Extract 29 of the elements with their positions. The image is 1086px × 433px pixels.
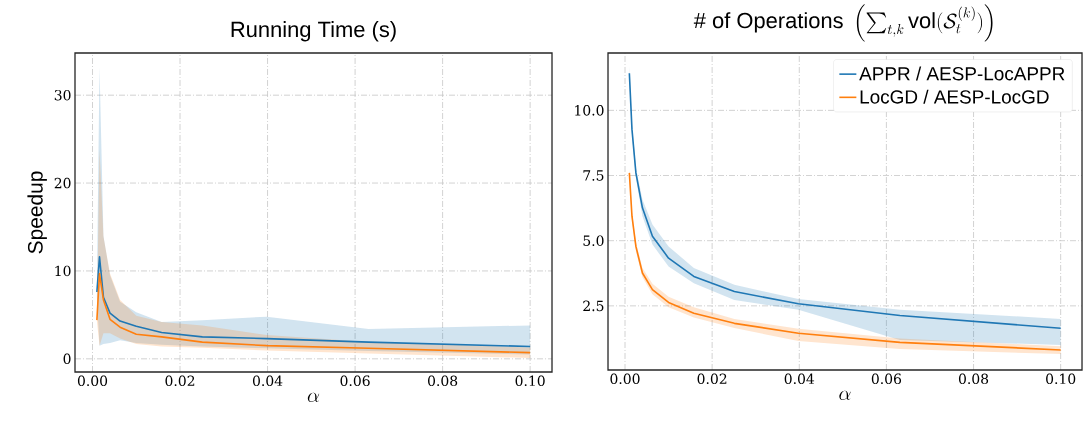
x-tick-label: 0.10 — [1046, 373, 1076, 385]
x-axis-title: $\alpha$ — [307, 392, 320, 403]
x-tick-label: 0.04 — [784, 373, 815, 385]
x-tick-label: 0.08 — [958, 373, 989, 385]
y-axis-title: Speedup — [27, 171, 47, 254]
y-tick-label: 0 — [63, 353, 71, 365]
y-tick-label: 10.0 — [575, 105, 604, 116]
x-tick-label: 0.00 — [610, 373, 640, 385]
legend-label: LocGD / AESP-LocGD — [860, 89, 1049, 104]
chart-title: Running Time (s) — [231, 21, 396, 42]
x-axis-title: $\alpha$ — [839, 390, 851, 401]
y-tick-label: 5.0 — [583, 235, 604, 246]
y-tick-label: 10 — [55, 265, 71, 277]
x-tick-label: 0.06 — [340, 375, 370, 387]
legend-label: APPR / AESP-LocAPPR — [859, 66, 1065, 81]
x-tick-label: 0.04 — [252, 375, 283, 387]
y-tick-label: 7.5 — [583, 170, 604, 181]
x-tick-label: 0.08 — [428, 375, 458, 387]
y-tick-label: 20 — [54, 177, 71, 189]
x-tick-label: 0.00 — [77, 375, 108, 387]
chart-title: $\#\text{ of Operations }\left(\sum_{t,k}\mathrm{vol}(\mathcal{S}_t^{(k)})\right)$ — [693, 4, 993, 42]
x-tick-label: 0.02 — [165, 375, 195, 387]
line-series — [96, 256, 531, 348]
line-series — [96, 272, 531, 354]
x-tick-label: 0.10 — [515, 375, 545, 387]
y-tick-label: 30 — [54, 89, 71, 101]
y-tick-label: 2.5 — [583, 300, 604, 312]
x-tick-label: 0.02 — [697, 373, 727, 385]
x-tick-label: 0.06 — [871, 373, 902, 385]
